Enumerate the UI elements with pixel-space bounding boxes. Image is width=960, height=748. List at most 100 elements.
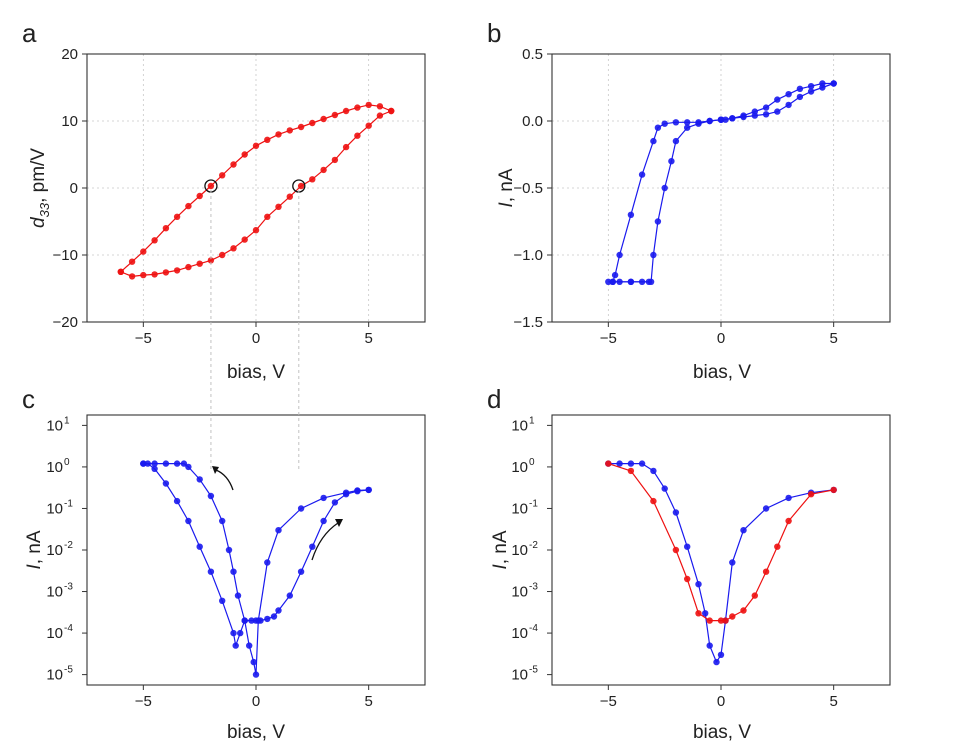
panel-c-arrow-left-head: [212, 466, 219, 474]
panel-d-point-1-13: [672, 546, 680, 554]
panel-d-point-1-0: [830, 486, 837, 494]
panel-d-point-1-1: [807, 491, 815, 498]
panel-d-point-1-5: [751, 592, 758, 599]
panel-b-point-1-20: [627, 211, 635, 218]
panel-c-series-line-0: [143, 463, 369, 676]
panel-a-point-1-22: [140, 271, 147, 279]
panel-d-ytick-sup-6: 1: [529, 415, 535, 426]
panel-b-point-1-17: [654, 124, 662, 131]
panel-a-point-1-6: [320, 166, 327, 174]
panel-a-point-1-23: [128, 273, 136, 280]
panel-a-point-1-16: [207, 257, 215, 264]
panel-b-point-1-21: [616, 251, 623, 259]
panel-c-point-1-0: [365, 486, 372, 494]
panel-c-point-0-18: [275, 527, 282, 534]
panel-a-point-0-9: [219, 172, 226, 179]
panel-b-point-3-3: [650, 251, 657, 259]
panel-a-point-1-11: [264, 213, 271, 220]
panel-d-point-1-8: [722, 617, 729, 624]
panel-c-point-0-8: [219, 517, 226, 525]
panel-b-point-1-16: [661, 120, 668, 127]
panel-c-xlabel: bias, V: [227, 722, 285, 743]
panel-a-point-0-6: [185, 202, 192, 210]
panel-b-point-1-4: [785, 91, 792, 98]
panel-c-point-1-17: [230, 629, 237, 637]
panel-a-point-0-18: [320, 115, 327, 123]
panel-c-point-1-18: [219, 597, 226, 604]
panel-c-point-1-4: [320, 517, 327, 525]
panel-d-ytick-label-5: 10: [511, 459, 528, 476]
panel-d-xtick-label-0: −5: [600, 693, 617, 710]
panel-c-xtick-label-0: −5: [135, 693, 152, 710]
panel-b-point-1-7: [751, 108, 758, 115]
panel-b-point-0-6: [785, 101, 792, 109]
panel-a-point-1-10: [275, 203, 282, 210]
panel-a-xlabel: bias, V: [227, 362, 285, 383]
panel-d-point-0-2: [627, 460, 635, 467]
panel-b-point-1-5: [774, 96, 781, 103]
panel-c-frame: [86, 414, 426, 686]
panel-c-ylabel: I, nA: [24, 530, 45, 569]
panel-a-point-0-14: [275, 131, 282, 138]
panel-d-ytick-label-4: 10: [511, 500, 528, 517]
panel-b-point-1-22: [611, 271, 619, 279]
panel-d-ytick-label-0: 10: [511, 667, 528, 684]
panel-b-ytick-label-0: −1.5: [513, 314, 543, 331]
panel-d-point-1-15: [627, 467, 635, 475]
panel-c-point-0-17: [264, 559, 271, 566]
panel-c-ytick-label-1: 10: [46, 625, 63, 642]
panel-c-ytick-label-3: 10: [46, 542, 63, 559]
panel-d-ytick-label-6: 10: [511, 417, 528, 434]
panel-c-point-0-6: [196, 476, 203, 483]
panel-a-ytick-label-2: 0: [70, 180, 78, 197]
panel-d-ytick-sup-4: -1: [529, 498, 538, 509]
panel-a-point-1-5: [331, 156, 339, 164]
panel-b-point-3-0: [605, 278, 612, 285]
panel-b-ytick-label-2: −0.5: [513, 180, 543, 197]
panel-d-xtick-label-1: 0: [717, 693, 725, 710]
panel-a-point-0-5: [173, 213, 181, 220]
panel-a-point-1-3: [354, 132, 361, 139]
panel-b-point-1-0: [830, 80, 837, 87]
panel-c-point-1-13: [248, 617, 255, 624]
panel-c-point-1-16: [232, 642, 239, 649]
panel-c-xtick-label-2: 5: [364, 693, 372, 710]
panel-a-point-0-15: [286, 127, 293, 134]
panel-d-ytick-label-2: 10: [511, 584, 528, 601]
panel-c-point-0-13: [246, 642, 253, 649]
panel-a-point-0-19: [331, 111, 339, 119]
panel-b-ylabel: I, nA: [496, 168, 517, 207]
panel-d-point-0-4: [650, 467, 657, 475]
panel-b-point-3-11: [717, 116, 725, 123]
panel-a-point-0-22: [365, 101, 372, 109]
panel-d-point-0-10: [706, 642, 713, 649]
panel-a-point-1-15: [219, 251, 226, 259]
panel-c-point-0-15: [252, 671, 260, 678]
panel-b-point-0-8: [807, 88, 815, 95]
panel-d-ytick-sup-2: -3: [529, 582, 538, 593]
panel-b-point-1-19: [638, 171, 646, 178]
panel-d-ytick-label-1: 10: [511, 625, 528, 642]
panel-c-point-1-2: [342, 491, 350, 498]
panel-letter-d: d: [487, 384, 501, 414]
panel-a-point-1-0: [388, 107, 395, 115]
panel-d-point-0-15: [740, 527, 747, 534]
panel-a-point-1-13: [241, 236, 248, 243]
panel-c-arrow-right-head: [335, 519, 343, 527]
panel-b-xlabel: bias, V: [693, 362, 751, 383]
panel-letter-a: a: [22, 18, 37, 48]
panel-c-point-0-11: [234, 592, 242, 599]
panel-d-ytick-sup-5: 0: [529, 457, 535, 468]
panel-b-xtick-label-2: 5: [829, 330, 837, 347]
panel-d-point-1-2: [785, 517, 792, 525]
panel-a-point-1-19: [173, 267, 181, 274]
panel-d-xtick-label-2: 5: [829, 693, 837, 710]
panel-c-ytick-label-5: 10: [46, 459, 63, 476]
panel-a-point-0-17: [309, 119, 316, 127]
panel-b-point-0-7: [796, 93, 804, 101]
panel-letter-b: b: [487, 18, 501, 48]
panel-c-point-0-9: [225, 546, 233, 554]
panel-b-point-1-9: [729, 115, 736, 122]
panel-d-ytick-sup-0: -5: [529, 665, 538, 676]
